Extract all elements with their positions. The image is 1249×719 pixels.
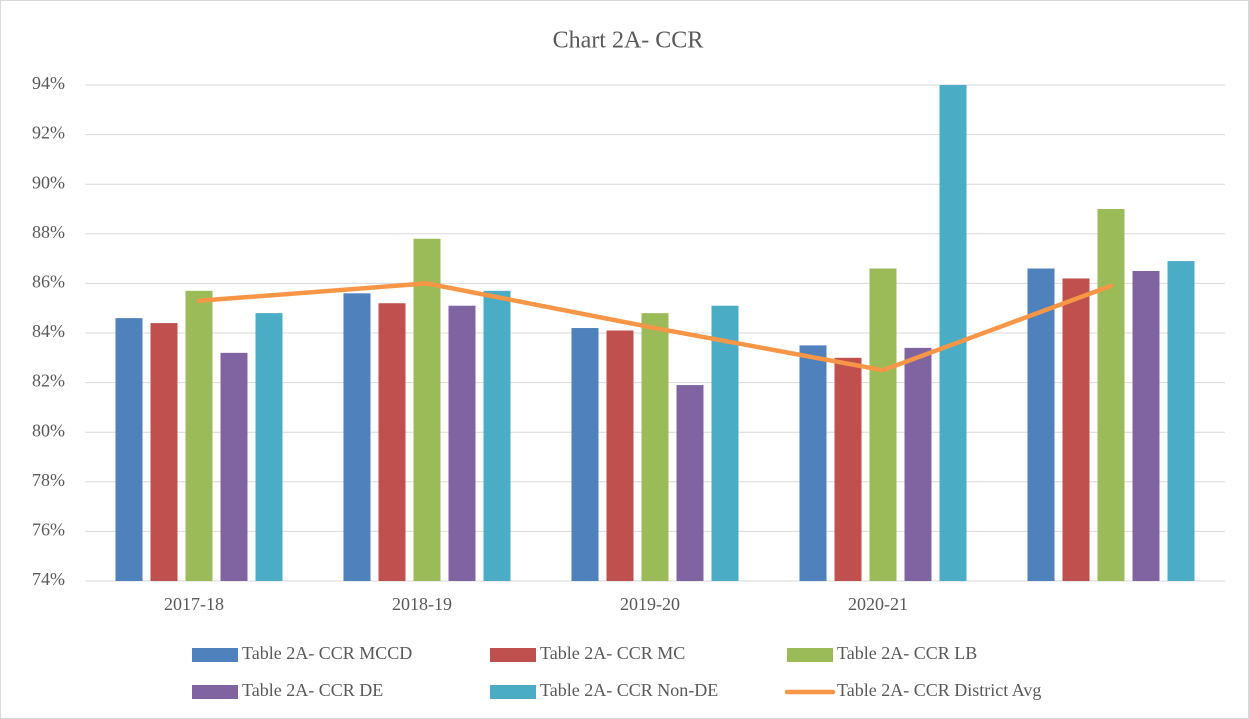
bar <box>571 328 599 581</box>
bar <box>343 293 371 581</box>
legend-label: Table 2A- CCR District Avg <box>837 680 1041 700</box>
chart-title: Chart 2A- CCR <box>553 28 704 54</box>
legend-swatch <box>490 685 536 699</box>
y-tick-label: 92% <box>32 123 65 143</box>
y-tick-label: 86% <box>32 272 65 292</box>
y-tick-label: 78% <box>32 470 65 490</box>
x-tick-label: 2019-20 <box>620 594 680 614</box>
bar <box>413 238 441 581</box>
y-tick-label: 94% <box>32 73 65 93</box>
legend-swatch <box>787 648 833 662</box>
y-tick-label: 76% <box>32 520 65 540</box>
legend-swatch <box>490 648 536 662</box>
y-tick-label: 80% <box>32 420 65 440</box>
bar <box>115 318 143 581</box>
bar <box>448 305 476 581</box>
legend-swatch <box>192 685 238 699</box>
line <box>196 281 1114 373</box>
bar <box>711 305 739 581</box>
bar <box>1132 271 1160 581</box>
bar <box>1062 278 1090 581</box>
bar <box>378 303 406 581</box>
legend-label: Table 2A- CCR DE <box>242 680 383 700</box>
bar <box>220 352 248 581</box>
legend-swatch <box>192 648 238 662</box>
bar <box>483 290 511 581</box>
x-tick-label: 2017-18 <box>164 594 224 614</box>
y-tick-label: 74% <box>32 569 65 589</box>
legend-label: Table 2A- CCR MC <box>540 643 685 663</box>
bar <box>606 330 634 581</box>
y-tick-label: 82% <box>32 371 65 391</box>
bar <box>255 313 283 581</box>
y-tick-label: 84% <box>32 321 65 341</box>
bar <box>939 85 967 581</box>
bar <box>1027 268 1055 581</box>
legend-label: Table 2A- CCR LB <box>837 643 977 663</box>
bar <box>799 345 827 581</box>
bar <box>185 290 213 581</box>
bar <box>150 323 178 581</box>
bar <box>834 357 862 581</box>
y-tick-label: 90% <box>32 172 65 192</box>
bar <box>676 385 704 581</box>
bar <box>641 313 669 581</box>
y-tick-label: 88% <box>32 222 65 242</box>
x-tick-label: 2018-19 <box>392 594 452 614</box>
bar <box>1097 209 1125 581</box>
legend-label: Table 2A- CCR Non-DE <box>540 680 718 700</box>
bar <box>869 268 897 581</box>
bar <box>1167 261 1195 581</box>
x-tick-label: 2020-21 <box>848 594 908 614</box>
bar <box>904 347 932 581</box>
legend-label: Table 2A- CCR MCCD <box>242 643 412 663</box>
